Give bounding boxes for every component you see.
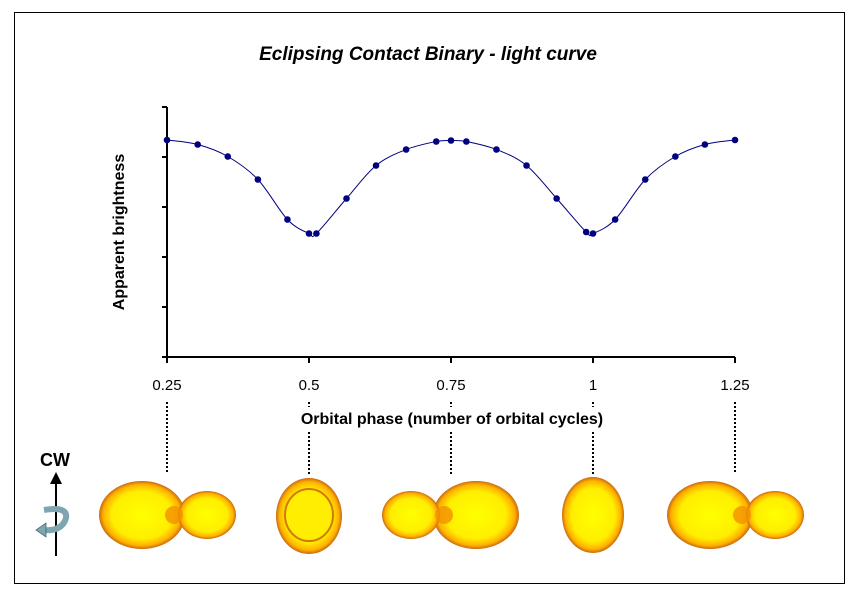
- eclipse-star-icon: [562, 477, 624, 553]
- secondary-star: [178, 491, 236, 539]
- data-point: [701, 141, 709, 148]
- data-point: [284, 216, 291, 223]
- data-point: [343, 195, 350, 202]
- primary-star: [99, 481, 185, 549]
- data-point: [523, 162, 530, 169]
- data-point: [463, 138, 470, 145]
- star-neck-glow: [165, 506, 183, 524]
- x-tick-label: 1.25: [720, 377, 749, 394]
- y-axis-label: Apparent brightness: [111, 154, 128, 311]
- series-line: [166, 139, 736, 238]
- data-point: [589, 230, 597, 237]
- data-point: [194, 141, 201, 148]
- data-point: [305, 230, 313, 237]
- data-point: [163, 136, 171, 144]
- data-point: [432, 138, 440, 145]
- eclipse-star-icon: [276, 478, 342, 554]
- chart-title: Eclipsing Contact Binary - light curve: [259, 44, 597, 65]
- x-tick-label: 1: [589, 377, 597, 394]
- x-tick-label: 0.25: [152, 377, 181, 394]
- x-tick-label: 0.75: [436, 377, 465, 394]
- contact-binary-star-icon: [382, 481, 519, 549]
- secondary-star: [382, 491, 440, 539]
- data-point: [641, 176, 649, 183]
- contact-binary-star-icon: [99, 481, 236, 549]
- primary-star: [667, 481, 753, 549]
- data-point: [672, 153, 679, 160]
- data-point: [493, 146, 500, 153]
- data-point: [402, 146, 410, 153]
- data-point: [254, 176, 262, 183]
- rotation-indicator: CW: [35, 450, 70, 556]
- arrow-up-icon: [50, 472, 62, 484]
- data-point: [582, 228, 590, 236]
- data-point: [372, 162, 380, 169]
- data-point: [611, 216, 619, 223]
- contact-binary-star-icon: [667, 481, 804, 549]
- figure-frame: [14, 12, 845, 584]
- data-point: [553, 195, 560, 202]
- star-neck-glow: [435, 506, 453, 524]
- data-point: [447, 137, 455, 144]
- data-point: [731, 136, 739, 144]
- x-axis-label: Orbital phase (number of orbital cycles): [301, 411, 603, 428]
- rotation-arrowhead-icon: [35, 522, 47, 538]
- data-point: [313, 230, 320, 237]
- primary-star: [562, 477, 624, 553]
- secondary-star: [284, 488, 334, 542]
- x-tick-label: 0.5: [299, 377, 320, 394]
- primary-star: [433, 481, 519, 549]
- star-neck-glow: [733, 506, 751, 524]
- data-point: [224, 153, 232, 160]
- secondary-star: [746, 491, 804, 539]
- rotation-arrow-icon: [41, 506, 70, 534]
- rotation-label: CW: [40, 450, 70, 470]
